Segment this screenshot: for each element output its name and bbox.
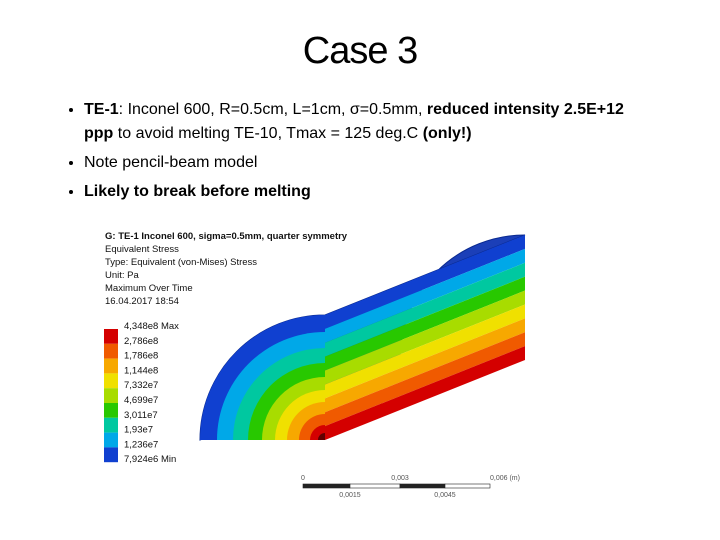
legend-label: 7,924e6 Min xyxy=(124,454,176,465)
bullet-list: TE-1: Inconel 600, R=0.5cm, L=1cm, σ=0.5… xyxy=(60,98,644,209)
bullet-text: reduced intensity 2.5E+12 ppp xyxy=(84,101,624,142)
legend-label: 3,011e7 xyxy=(124,410,158,421)
slide-title: Case 3 xyxy=(302,30,418,72)
bullet-text: Note pencil-beam model xyxy=(84,154,258,171)
side-band xyxy=(325,262,525,357)
legend-label: 7,332e7 xyxy=(124,380,158,391)
legend-swatch xyxy=(104,447,118,463)
figure-header: Unit: Pa xyxy=(105,270,140,281)
legend-label: 4,348e8 Max xyxy=(124,321,179,332)
side-band xyxy=(325,290,525,385)
legend-swatch xyxy=(104,343,118,359)
legend-label: 2,786e8 xyxy=(124,336,158,347)
legend-label: 1,144e8 xyxy=(124,365,158,376)
bullet-text: Likely to break before melting xyxy=(84,183,311,200)
scale-label: 0,0045 xyxy=(434,492,456,499)
legend-label: 1,236e7 xyxy=(124,439,158,450)
figure-header: Type: Equivalent (von-Mises) Stress xyxy=(105,257,257,268)
bullet: Note pencil-beam model xyxy=(84,151,644,175)
stress-model xyxy=(199,234,526,441)
bullet: TE-1: Inconel 600, R=0.5cm, L=1cm, σ=0.5… xyxy=(84,98,644,146)
legend-swatch xyxy=(104,388,118,403)
figure-header: 16.04.2017 18:54 xyxy=(105,296,179,307)
legend-swatch xyxy=(104,403,118,418)
bullet-text: (only!) xyxy=(422,125,472,142)
bullet-text: TE-1 xyxy=(84,101,119,118)
scale-segment xyxy=(399,483,446,489)
scale-label: 0,006 (m) xyxy=(490,475,520,482)
figure-header: G: TE-1 Inconel 600, sigma=0.5mm, quarte… xyxy=(105,231,348,242)
legend-label: 1,786e8 xyxy=(124,351,158,362)
legend-label: 4,699e7 xyxy=(124,395,158,406)
legend-swatch xyxy=(104,432,118,448)
figure-header: Maximum Over Time xyxy=(105,283,193,294)
side-band xyxy=(325,346,525,440)
side-band xyxy=(325,276,525,371)
scale-label: 0,003 xyxy=(391,475,409,482)
side-band xyxy=(325,318,525,413)
figure-header: Equivalent Stress xyxy=(105,244,179,255)
scale-segment xyxy=(302,483,351,489)
scale-label: 0,0015 xyxy=(339,492,361,499)
side-band xyxy=(325,332,525,427)
side-band xyxy=(325,248,525,343)
legend-label: 1,93e7 xyxy=(124,425,153,436)
side-band xyxy=(325,304,525,399)
scale-segment xyxy=(444,483,491,489)
legend-swatch xyxy=(104,373,118,389)
bullet-text: : Inconel 600, R=0.5cm, L=1cm, σ=0.5mm, xyxy=(118,101,427,118)
legend-swatch xyxy=(104,358,118,374)
scale-label: 0 xyxy=(301,475,305,482)
bullet-text: to avoid melting TE-10, Tmax = 125 deg.C xyxy=(113,125,423,142)
scale-segment xyxy=(349,483,401,489)
side-band xyxy=(325,235,525,329)
legend-swatch xyxy=(104,417,118,433)
bullet: Likely to break before melting xyxy=(84,180,644,204)
hot-spot xyxy=(318,433,325,440)
legend-swatch xyxy=(104,329,118,344)
